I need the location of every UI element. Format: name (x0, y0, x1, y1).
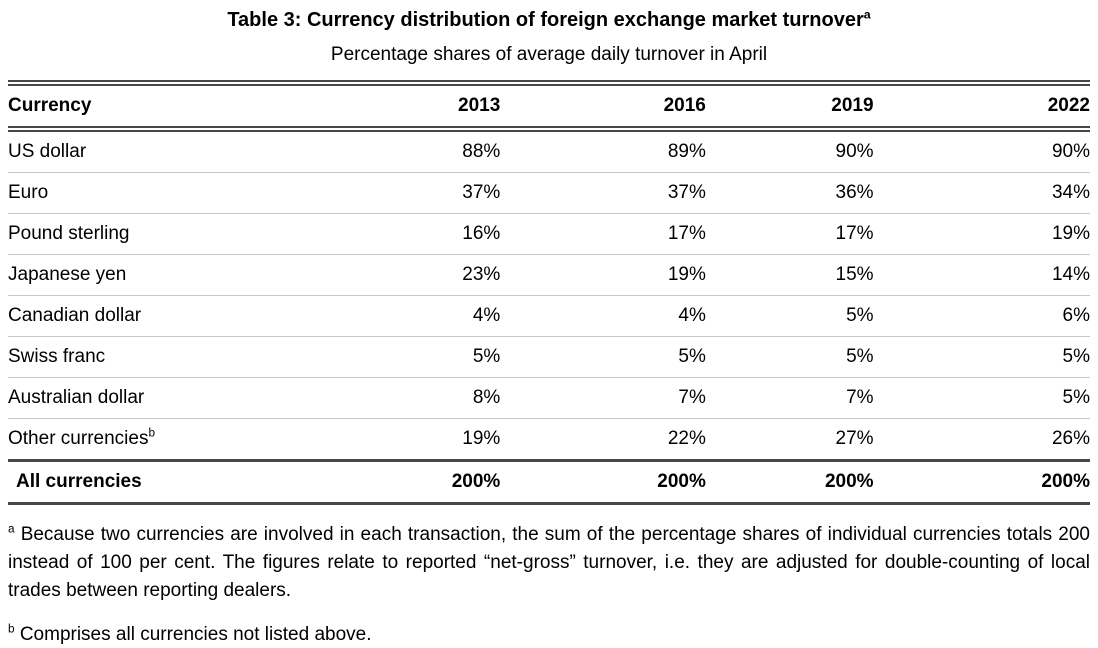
table-title-text: Table 3: Currency distribution of foreig… (227, 9, 864, 31)
footnote-b-marker: b (8, 622, 15, 636)
col-header-2019: 2019 (705, 80, 874, 132)
col-header-2016: 2016 (500, 80, 706, 132)
value-cell: 19% (500, 254, 706, 296)
value-cell: 36% (705, 172, 874, 214)
table-row: Japanese yen 23% 19% 15% 14% (8, 254, 1090, 296)
table-subtitle: Percentage shares of average daily turno… (330, 44, 768, 65)
footnote-b: b Comprises all currencies not listed ab… (8, 621, 1090, 648)
value-cell: 6% (873, 295, 1090, 337)
value-cell: 4% (289, 295, 501, 337)
value-cell: 14% (873, 254, 1090, 296)
value-cell: 37% (500, 172, 706, 214)
table-row: Other currenciesb 19% 22% 27% 26% (8, 418, 1090, 461)
currency-cell: Japanese yen (8, 254, 290, 296)
value-cell: 19% (289, 418, 501, 461)
currency-cell: Australian dollar (8, 377, 290, 419)
value-cell: 27% (705, 418, 874, 461)
value-cell: 19% (873, 213, 1090, 255)
col-header-currency: Currency (8, 80, 290, 132)
table-row: Pound sterling 16% 17% 17% 19% (8, 213, 1090, 255)
currency-cell: US dollar (8, 141, 87, 162)
footnote-a-text: Because two currencies are involved in e… (8, 524, 1090, 601)
value-cell: 89% (667, 141, 706, 162)
currency-cell: Canadian dollar (8, 295, 290, 337)
total-value-2019: 200% (705, 459, 874, 505)
value-cell: 8% (289, 377, 501, 419)
value-cell: 5% (705, 295, 874, 337)
table-row: Euro 37% 37% 36% 34% (8, 172, 1090, 214)
table-row: Australian dollar 8% 7% 7% 5% (8, 377, 1090, 419)
footnote-b-text: Comprises all currencies not listed abov… (19, 624, 372, 645)
footnote-a: a Because two currencies are involved in… (8, 521, 1090, 605)
total-value-2013: 200% (289, 459, 501, 505)
total-row-label: All currencies (8, 459, 290, 505)
value-cell: 23% (289, 254, 501, 296)
table-title: Table 3: Currency distribution of foreig… (8, 8, 1090, 32)
value-cell: 5% (500, 336, 706, 378)
row-footnote-marker: b (148, 426, 155, 440)
currency-table: Currency 2013 2016 2019 2022 US dollar 88… (8, 80, 1090, 505)
table-row: Swiss franc 5% 5% 5% 5% (8, 336, 1090, 378)
value-cell: 37% (289, 172, 501, 214)
currency-cell: Other currenciesb (8, 418, 290, 461)
value-cell: 90% (1051, 141, 1090, 162)
col-header-2013: 2013 (289, 80, 501, 132)
total-value-2022: 200% (873, 459, 1090, 505)
total-value-2016: 200% (500, 459, 706, 505)
total-row: All currencies 200% 200% 200% 200% (8, 459, 1090, 505)
value-cell: 22% (500, 418, 706, 461)
value-cell: 5% (873, 377, 1090, 419)
value-cell: 4% (500, 295, 706, 337)
value-cell: 17% (500, 213, 706, 255)
value-cell: 34% (873, 172, 1090, 214)
footnote-a-marker: a (8, 522, 15, 536)
value-cell: 7% (705, 377, 874, 419)
value-cell: 88% (462, 141, 501, 162)
value-cell: 7% (500, 377, 706, 419)
table-row: Canadian dollar 4% 4% 5% 6% (8, 295, 1090, 337)
value-cell: 5% (873, 336, 1090, 378)
table-row: US dollar 88% 89% 90% 90% (8, 129, 1090, 173)
value-cell: 5% (289, 336, 501, 378)
value-cell: 5% (705, 336, 874, 378)
header-row: Currency 2013 2016 2019 2022 (8, 80, 1090, 132)
value-cell: 17% (705, 213, 874, 255)
value-cell: 90% (835, 141, 874, 162)
col-header-2022: 2022 (873, 80, 1090, 132)
currency-cell: Euro (8, 172, 290, 214)
value-cell: 26% (873, 418, 1090, 461)
value-cell: 16% (289, 213, 501, 255)
title-footnote-marker: a (863, 7, 871, 22)
currency-cell: Swiss franc (8, 336, 290, 378)
currency-cell: Pound sterling (8, 213, 290, 255)
value-cell: 15% (705, 254, 874, 296)
